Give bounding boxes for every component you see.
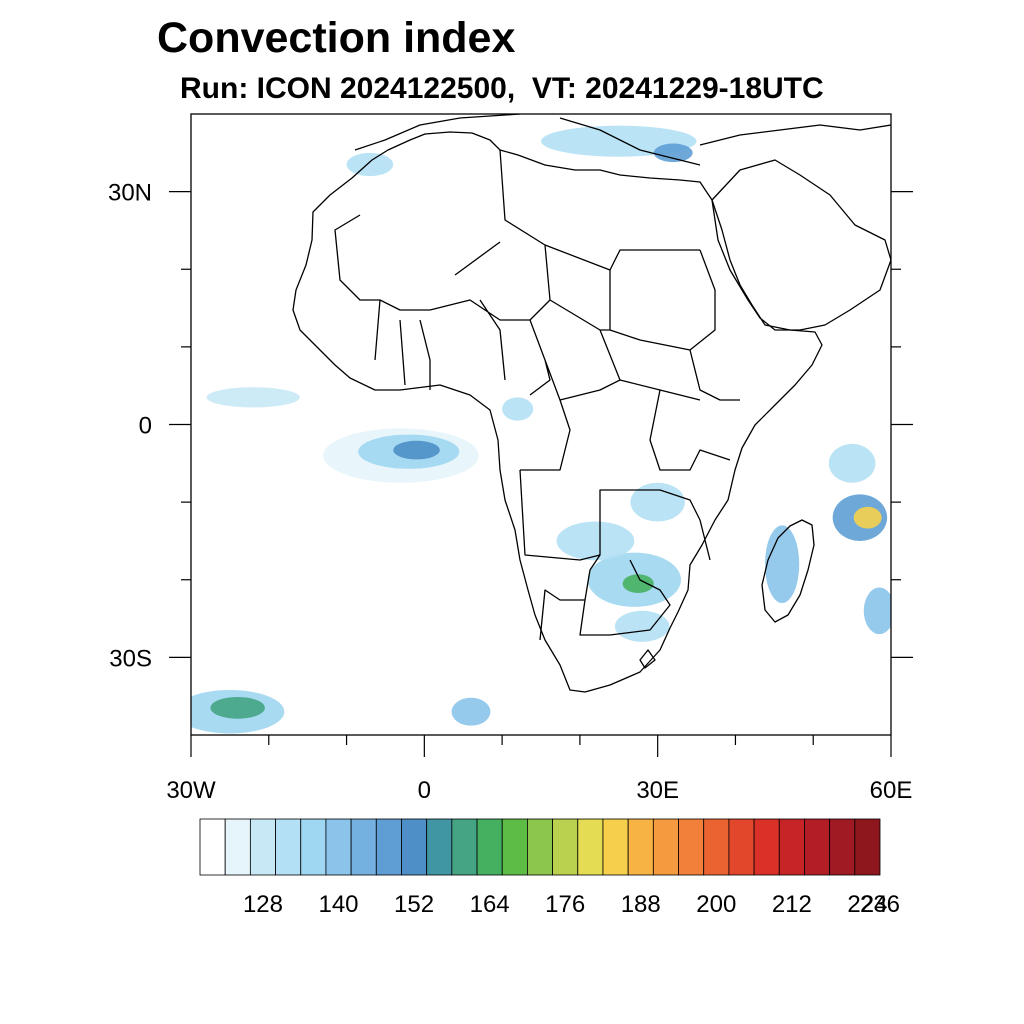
colorbar-label: 212 xyxy=(772,891,812,918)
colorbar-bin xyxy=(527,818,553,876)
colorbar-bin xyxy=(501,818,528,876)
colorbar-bin xyxy=(401,818,428,876)
convection-cell xyxy=(622,574,654,593)
colorbar-label: 200 xyxy=(696,891,736,918)
colorbar-label: 236 xyxy=(860,891,900,918)
convection-cell xyxy=(828,443,876,483)
colorbar-bin xyxy=(249,818,276,876)
lat-tick-label: 30N xyxy=(108,180,152,207)
colorbar-label: 140 xyxy=(318,891,358,918)
colorbar-bin xyxy=(325,818,352,876)
convection-field xyxy=(191,125,891,734)
colorbar-bin xyxy=(829,818,856,876)
colorbar-bin xyxy=(375,818,402,876)
map-title: Convection index xyxy=(157,14,516,62)
colorbar-bin xyxy=(476,818,503,876)
lon-tick-label: 60E xyxy=(870,777,913,804)
lon-tick-label: 30E xyxy=(636,777,679,804)
colorbar-bin xyxy=(804,818,831,876)
colorbar-bin xyxy=(703,818,730,876)
colorbar-bin xyxy=(627,818,654,876)
convection-cell xyxy=(614,610,670,642)
africa-coastline xyxy=(292,131,823,693)
colorbar-bin xyxy=(199,818,226,876)
europe-coastline xyxy=(354,114,891,166)
arabia-coastline xyxy=(711,159,891,331)
country-borders xyxy=(334,149,740,669)
convection-cell xyxy=(502,397,534,421)
colorbar-bin xyxy=(350,818,377,876)
colorbar-bin xyxy=(224,818,251,876)
colorbar-label: 224 xyxy=(847,891,887,918)
colorbar-bin xyxy=(753,818,780,876)
colorbar-label: 128 xyxy=(243,891,283,918)
colorbar-bin xyxy=(678,818,705,876)
colorbar-bin xyxy=(552,818,579,876)
convection-cell xyxy=(393,440,440,460)
lat-tick-label: 30S xyxy=(109,645,152,672)
coastlines-and-borders xyxy=(292,114,891,693)
lat-tick-label: 0 xyxy=(139,413,152,440)
colorbar-bin xyxy=(652,818,679,876)
colorbar-bin xyxy=(451,818,478,876)
convection-cell xyxy=(630,482,685,522)
colorbar-bin xyxy=(602,818,629,876)
madagascar-coastline xyxy=(761,519,815,623)
map-frame xyxy=(190,113,892,736)
convection-cell xyxy=(451,697,491,726)
lon-tick-label: 30W xyxy=(166,777,216,804)
convection-cell xyxy=(853,506,882,529)
convection-cell xyxy=(653,143,693,163)
convection-cell xyxy=(765,525,800,604)
lon-tick-label: 0 xyxy=(418,777,431,804)
colorbar-bin xyxy=(300,818,327,876)
map-axes: 30W 0 30E 60E 30N 0 30S xyxy=(108,180,913,804)
colorbar-label: 164 xyxy=(470,891,510,918)
convection-cell xyxy=(346,152,394,177)
colorbar-label: 176 xyxy=(545,891,585,918)
colorbar-bin xyxy=(778,818,805,876)
colorbar-bin xyxy=(275,818,302,876)
map-subtitle: Run: ICON 2024122500, VT: 20241229-18UTC xyxy=(180,72,824,105)
colorbar-bin xyxy=(854,818,881,876)
colorbar-bin xyxy=(577,818,604,876)
colorbar-label: 188 xyxy=(621,891,661,918)
convection-cell xyxy=(556,521,635,561)
colorbar-bin xyxy=(426,818,453,876)
convection-cell xyxy=(210,696,265,719)
colorbar-label: 152 xyxy=(394,891,434,918)
convection-cell xyxy=(863,587,891,635)
colorbar-bin xyxy=(728,818,755,876)
convection-cell xyxy=(206,387,300,408)
